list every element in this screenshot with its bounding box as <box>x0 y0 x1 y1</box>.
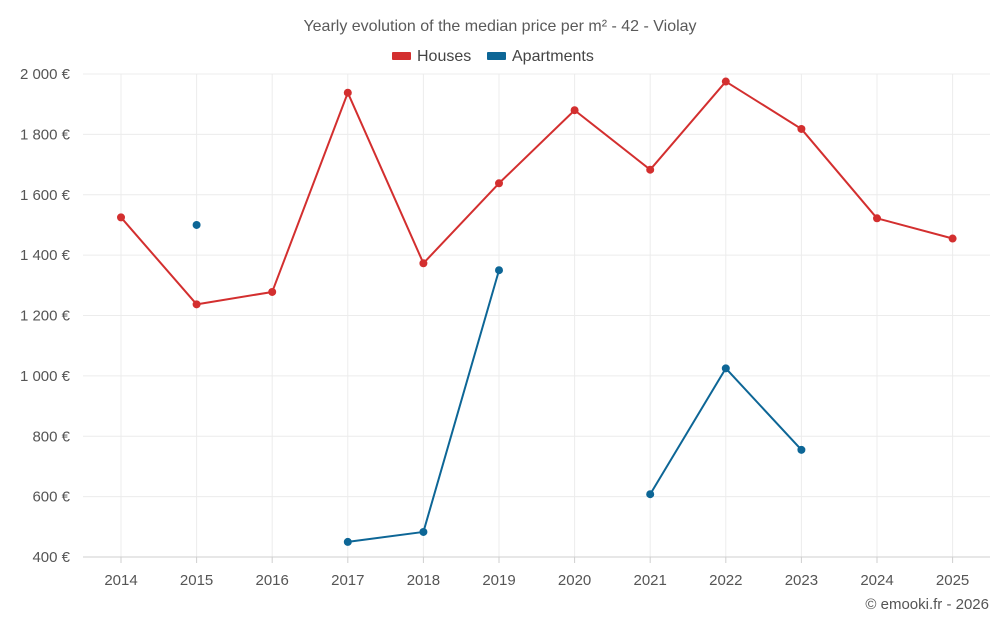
legend-label-apartments[interactable]: Apartments <box>512 48 594 65</box>
x-tick-label: 2024 <box>860 572 893 589</box>
y-tick-label: 1 000 € <box>20 368 71 385</box>
x-tick-label: 2018 <box>407 572 440 589</box>
houses-line-segment <box>271 91 349 293</box>
legend-swatch-apartments[interactable] <box>487 52 506 60</box>
apartments-point-2017[interactable] <box>343 537 352 546</box>
apartments-point-2018[interactable] <box>419 527 428 536</box>
legend-label-houses[interactable]: Houses <box>417 48 471 65</box>
apartments-point-2019[interactable] <box>495 266 503 275</box>
y-tick-label: 1 800 € <box>20 126 71 143</box>
apartments-point-2021[interactable] <box>646 490 655 499</box>
apartments-point-2023[interactable] <box>797 445 806 454</box>
series-houses <box>117 77 957 309</box>
y-tick-label: 400 € <box>32 549 70 566</box>
houses-line-segment <box>195 290 274 306</box>
x-tick-label: 2014 <box>104 572 137 589</box>
houses-point-2020[interactable] <box>570 106 579 115</box>
houses-point-2016[interactable] <box>268 287 277 296</box>
apartments-line-segment <box>649 367 727 496</box>
houses-point-2014[interactable] <box>117 213 125 222</box>
x-tick-label: 2017 <box>331 572 364 589</box>
x-tick-label: 2020 <box>558 572 591 589</box>
houses-point-2015[interactable] <box>192 300 201 309</box>
houses-point-2022[interactable] <box>721 77 730 86</box>
x-tick-label: 2023 <box>785 572 818 589</box>
x-tick-label: 2022 <box>709 572 742 589</box>
houses-point-2024[interactable] <box>873 214 881 223</box>
y-tick-label: 600 € <box>32 489 70 506</box>
x-axis-ticks: 2014 2015 2016 2017 2018 2019 2020 2021 2022 2023… <box>104 557 969 589</box>
houses-line-segment <box>498 109 576 185</box>
houses-line-segment <box>649 80 727 171</box>
apartments-line-segment <box>422 269 500 533</box>
houses-line-segment <box>422 182 500 265</box>
houses-point-2018[interactable] <box>419 259 428 268</box>
houses-point-2023[interactable] <box>797 124 806 133</box>
x-tick-label: 2019 <box>482 572 515 589</box>
y-axis-ticks: 400 € 600 € 800 € 1 000 € 1 200 € 1 400 € 1 60… <box>20 66 71 566</box>
y-tick-label: 1 400 € <box>20 247 71 264</box>
legend: Houses Apartments <box>392 48 594 65</box>
houses-point-2017[interactable] <box>343 88 352 97</box>
x-tick-label: 2016 <box>256 572 289 589</box>
series <box>117 77 957 546</box>
chart-title: Yearly evolution of the median price per… <box>303 18 696 35</box>
apartments-line-segment <box>346 530 425 543</box>
apartments-point-2022[interactable] <box>721 364 730 373</box>
y-tick-label: 2 000 € <box>20 66 71 83</box>
y-tick-label: 1 600 € <box>20 187 71 204</box>
houses-line-segment <box>800 127 878 220</box>
houses-point-2019[interactable] <box>495 179 503 188</box>
apartments-point-2015[interactable] <box>192 220 201 229</box>
y-tick-label: 1 200 € <box>20 308 71 325</box>
houses-line-segment <box>876 217 954 240</box>
houses-point-2021[interactable] <box>646 165 655 174</box>
houses-line-segment <box>120 216 198 306</box>
x-tick-label: 2015 <box>180 572 213 589</box>
apartments-line-segment <box>724 367 803 451</box>
legend-swatch-houses[interactable] <box>392 52 411 60</box>
houses-point-2025[interactable] <box>948 234 957 243</box>
credit-text: © emooki.fr - 2026 <box>865 596 989 613</box>
grid <box>83 73 990 558</box>
houses-line-segment <box>573 109 652 171</box>
houses-line-segment <box>346 91 425 265</box>
y-tick-label: 800 € <box>32 428 70 445</box>
series-apartments <box>192 220 806 546</box>
x-tick-label: 2021 <box>634 572 667 589</box>
x-tick-label: 2025 <box>936 572 969 589</box>
houses-line-segment <box>724 80 803 130</box>
